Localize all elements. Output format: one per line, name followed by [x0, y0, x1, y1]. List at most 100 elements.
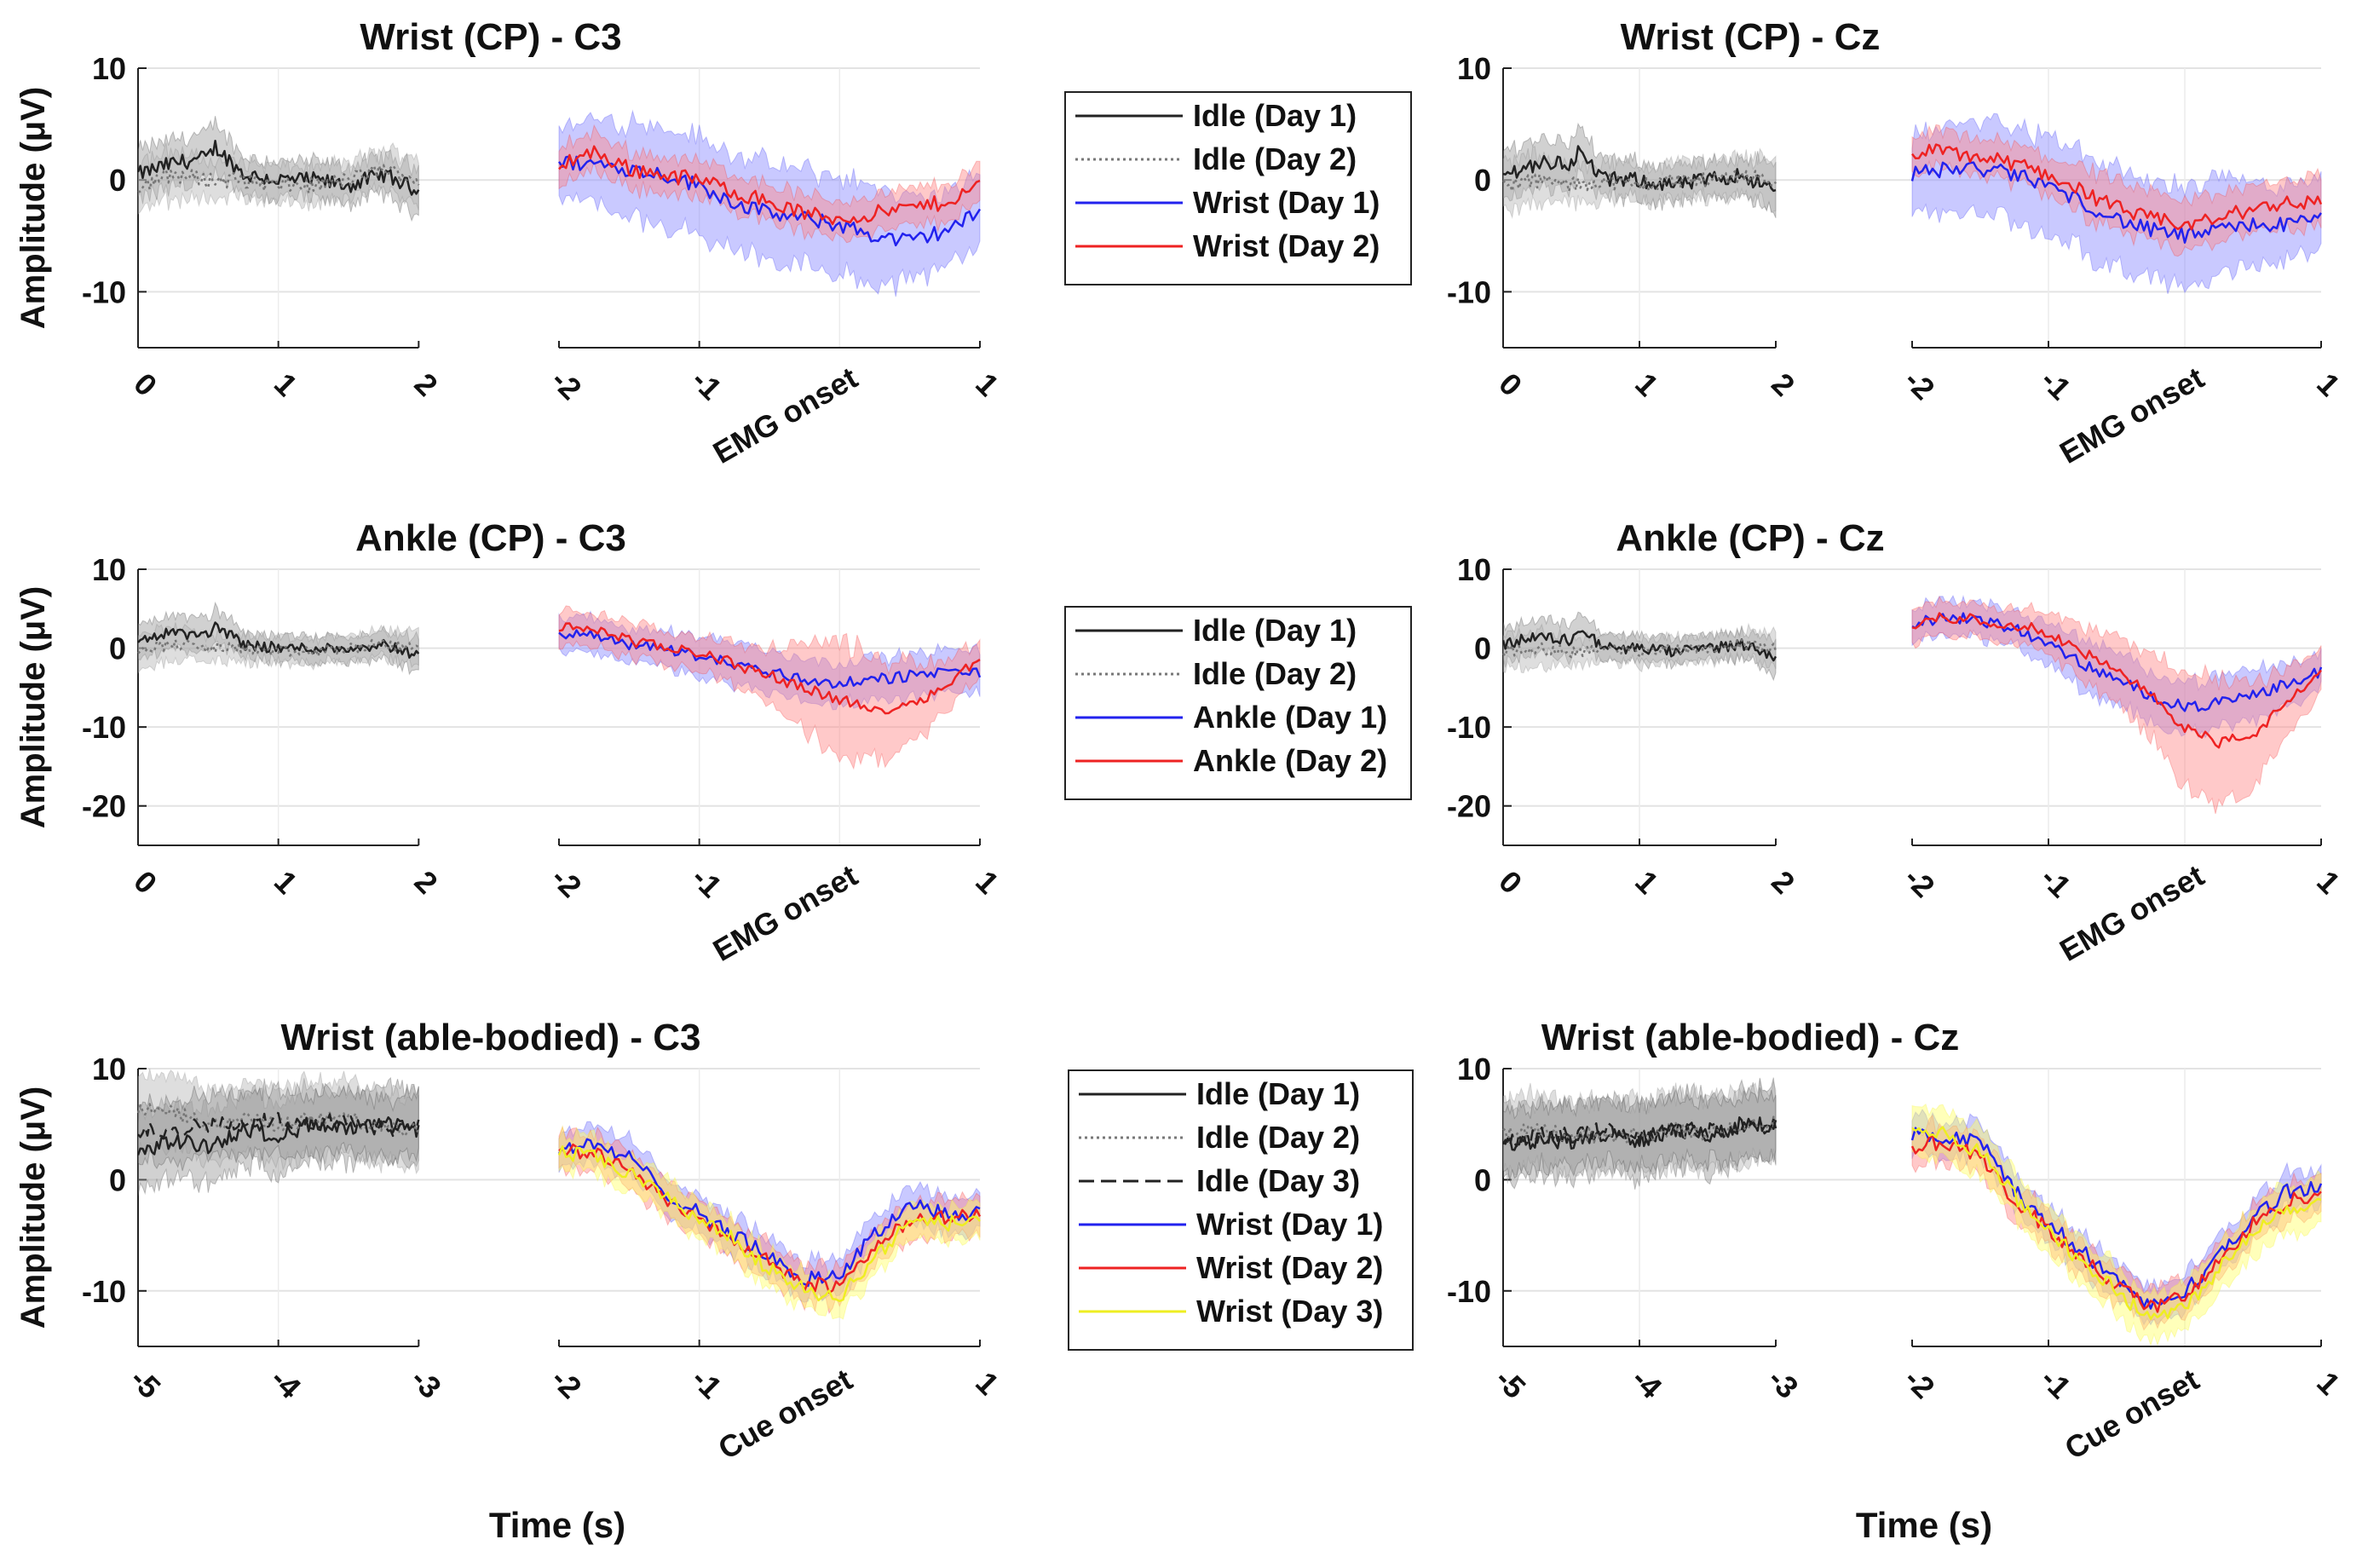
x-tick-label: 2: [1765, 864, 1801, 901]
x-tick-label: 1: [268, 864, 304, 901]
y-tick-label: 0: [1474, 631, 1491, 666]
y-tick-label: -10: [82, 274, 126, 309]
series-line: [137, 1111, 420, 1139]
panel-title: Ankle (CP) - Cz: [1616, 517, 1884, 559]
confidence-band: [137, 141, 419, 216]
series-line: [557, 1145, 981, 1303]
x-tick-label: 1: [268, 366, 304, 403]
x-tick-label: -2: [1898, 362, 1942, 406]
series-line: [1502, 638, 1777, 659]
legend-label: Wrist (Day 2): [1193, 228, 1380, 263]
event-onset-label: EMG onset: [2054, 360, 2210, 470]
legend-label: Wrist (Day 3): [1196, 1294, 1383, 1329]
x-tick-label: 2: [1765, 366, 1801, 403]
x-tick-label: -1: [2034, 1361, 2078, 1405]
legend-box: [1068, 1069, 1414, 1351]
series-line: [558, 629, 982, 689]
x-tick-label: -1: [685, 362, 729, 406]
x-tick-label: 1: [969, 366, 1005, 403]
x-tick-label: 1: [969, 864, 1005, 901]
x-axis-label: Time (s): [1856, 1505, 1992, 1545]
y-tick-label: -10: [82, 710, 126, 745]
x-tick-label: -5: [124, 1361, 168, 1405]
y-axis-label: Amplitude (μV): [14, 87, 52, 329]
x-tick-label: -1: [2034, 860, 2078, 904]
x-tick-label: -2: [544, 1361, 589, 1405]
x-tick-label: -2: [1898, 1361, 1942, 1405]
x-tick-label: -2: [544, 860, 589, 904]
legend-box: [1064, 91, 1412, 285]
confidence-band: [1502, 1087, 1777, 1181]
series-line: [557, 1138, 981, 1288]
confidence-band: [1911, 112, 2322, 294]
confidence-band: [137, 1068, 419, 1175]
panel-title: Wrist (able-bodied) - C3: [281, 1017, 701, 1058]
y-tick-label: 10: [92, 1052, 126, 1087]
y-tick-label: -20: [82, 789, 126, 824]
confidence-band: [137, 601, 419, 676]
legend-label: Idle (Day 2): [1196, 1120, 1360, 1155]
series-line: [558, 145, 981, 226]
legend-label: Wrist (Day 1): [1193, 185, 1380, 220]
series-line: [137, 621, 420, 659]
confidence-band: [558, 1125, 981, 1315]
x-axis-label: Time (s): [489, 1505, 625, 1545]
chart-panel-1: 10 0 -10 0 1 2 -2 -1 1 EMG onset Wrist (CP) - C3 Am…: [14, 16, 1005, 470]
x-tick-label: -5: [1489, 1361, 1533, 1405]
series-line: [1911, 143, 2323, 231]
x-tick-label: -2: [544, 362, 589, 406]
x-tick-label: -1: [685, 1361, 729, 1405]
y-tick-label: 0: [109, 163, 126, 198]
confidence-band: [558, 605, 981, 770]
x-tick-label: -1: [685, 860, 729, 904]
panel-title: Ankle (CP) - C3: [355, 517, 626, 559]
y-tick-label: -10: [1447, 1274, 1491, 1309]
confidence-band: [558, 1121, 981, 1303]
x-tick-label: -3: [404, 1361, 448, 1405]
chart-panel-5: 10 0 -10 -5 -4 -3 -2 -1 1 Cue onset Wrist (able-bo…: [14, 1017, 1005, 1466]
series-line: [1502, 1118, 1777, 1148]
x-tick-label: 0: [1492, 366, 1529, 403]
x-tick-label: 0: [127, 864, 164, 901]
y-tick-label: -10: [82, 1274, 126, 1309]
y-tick-label: 10: [92, 552, 126, 587]
series-line: [1911, 612, 2323, 712]
y-tick-label: 10: [1457, 51, 1491, 86]
y-tick-label: -20: [1447, 789, 1491, 824]
x-tick-label: 1: [1628, 864, 1665, 901]
series-line: [1911, 1126, 2322, 1320]
event-onset-label: EMG onset: [2054, 857, 2210, 968]
y-axis-label: Amplitude (μV): [14, 586, 52, 828]
chart-panel-6: 10 0 -10 -5 -4 -3 -2 -1 1 Cue onset Wrist (able-bo…: [1447, 1017, 2347, 1466]
x-tick-label: 1: [1628, 366, 1665, 403]
panel-title: Wrist (CP) - Cz: [1621, 16, 1881, 58]
legend-3: Idle (Day 1) Idle (Day 2) Idle (Day 3) Wris…: [1068, 1069, 1414, 1351]
legend-label: Idle (Day 2): [1193, 656, 1357, 691]
panel-title: Wrist (able-bodied) - Cz: [1541, 1017, 1960, 1058]
x-tick-label: -1: [2034, 362, 2078, 406]
y-tick-label: -10: [1447, 710, 1491, 745]
x-tick-label: 1: [2310, 864, 2347, 901]
series-line: [136, 139, 420, 196]
legend-label: Wrist (Day 1): [1196, 1207, 1383, 1242]
confidence-band: [1911, 124, 2322, 257]
panel-title: Wrist (CP) - C3: [360, 16, 621, 58]
x-tick-label: 2: [408, 864, 445, 901]
x-tick-label: 1: [969, 1365, 1005, 1402]
legend-label: Idle (Day 1): [1193, 98, 1357, 133]
series-line: [1911, 612, 2322, 749]
x-tick-label: 2: [408, 366, 445, 403]
legend-label: Ankle (Day 1): [1193, 700, 1387, 735]
chart-panel-2: 10 0 -10 0 1 2 -2 -1 1 EMG onset Wrist (CP) - Cz: [1447, 16, 2347, 470]
event-onset-label: EMG onset: [707, 857, 863, 968]
chart-panel-4: 10 0 -10 -20 0 1 2 -2 -1 1 EMG onset Ankle (CP) - C…: [1447, 517, 2347, 968]
confidence-band: [558, 610, 981, 711]
confidence-band: [1502, 611, 1777, 682]
legend-label: Wrist (Day 2): [1196, 1250, 1383, 1285]
y-tick-label: 10: [1457, 552, 1491, 587]
y-tick-label: 0: [109, 631, 126, 666]
confidence-band: [137, 116, 419, 222]
series-line: [1910, 1134, 2322, 1313]
event-onset-label: Cue onset: [2059, 1362, 2204, 1467]
